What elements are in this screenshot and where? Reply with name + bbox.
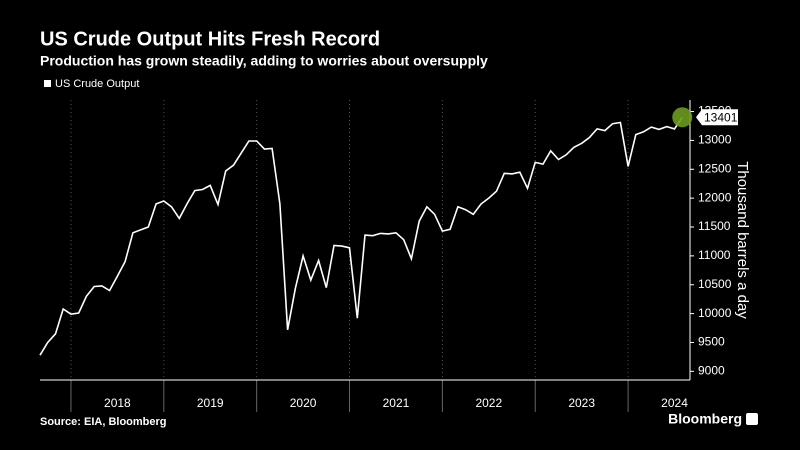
y-tick-label: 9000 bbox=[698, 364, 725, 378]
line bbox=[39, 116, 683, 356]
y-tick-label: 12000 bbox=[698, 190, 732, 204]
x-tick-label: 2019 bbox=[197, 396, 224, 410]
x-tick-label: 2024 bbox=[661, 396, 688, 410]
y-tick-label: 11000 bbox=[698, 248, 731, 262]
last-value-label: 13401 bbox=[704, 110, 738, 124]
brand-icon bbox=[746, 413, 758, 425]
chart-subtitle: Production has grown steadily, adding to… bbox=[40, 53, 488, 69]
x-tick-label: 2018 bbox=[104, 396, 131, 410]
x-tick-label: 2022 bbox=[475, 396, 502, 410]
brand: Bloomberg bbox=[668, 411, 742, 427]
label-box bbox=[696, 109, 738, 126]
x-tick-label: 2021 bbox=[383, 396, 410, 410]
legend-label: US Crude Output bbox=[55, 78, 139, 90]
y-tick-label: 10000 bbox=[698, 306, 732, 320]
y-axis-label: Thousand barrels a day bbox=[734, 161, 751, 319]
chart-title: US Crude Output Hits Fresh Record bbox=[40, 28, 380, 50]
y-tick-label: 13000 bbox=[698, 133, 732, 147]
y-tick-label: 11500 bbox=[698, 219, 731, 233]
x-tick-label: 2020 bbox=[290, 396, 317, 410]
x-tick-label: 2023 bbox=[568, 396, 595, 410]
y-tick-label: 9500 bbox=[698, 335, 725, 349]
legend-swatch bbox=[44, 80, 51, 87]
y-tick-label: 10500 bbox=[698, 277, 732, 291]
y-tick-label: 12500 bbox=[698, 161, 732, 175]
last-point bbox=[672, 107, 693, 128]
source: Source: EIA, Bloomberg bbox=[40, 416, 167, 428]
